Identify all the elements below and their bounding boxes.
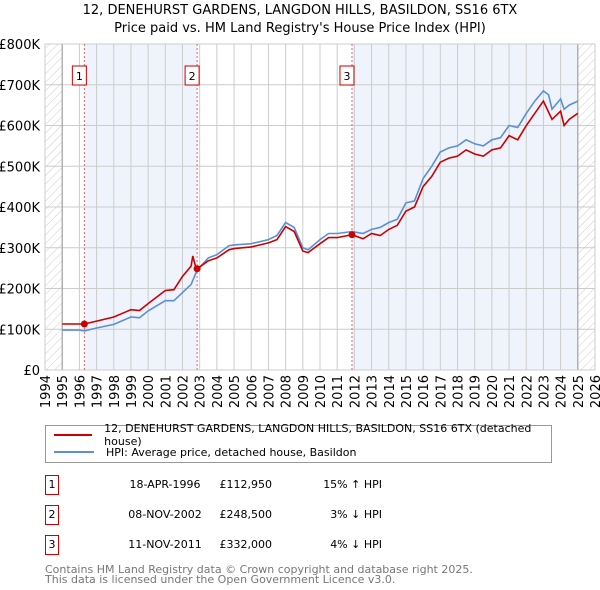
- price-chart: 1 2 3 £0 £100K £200K £300K £400K £500K £600K £700K…: [0, 38, 600, 408]
- y-tick-label: £700K: [0, 79, 40, 94]
- x-tick-label: 1998: [108, 375, 123, 408]
- x-tick-label: 2000: [142, 375, 157, 408]
- x-tick-label: 2025: [572, 375, 587, 408]
- y-tick-label: £600K: [0, 120, 40, 135]
- y-tick-label: £800K: [0, 38, 40, 53]
- x-tick-label: 2003: [194, 375, 209, 408]
- hpi-line: [62, 89, 579, 332]
- x-tick-label: 2010: [314, 375, 329, 408]
- footer-copyright: Contains HM Land Registry data © Crown c…: [45, 563, 473, 576]
- transaction-date: 08-NOV-2002: [128, 508, 202, 521]
- transaction-hpi-diff: 15% ↑ HPI: [323, 478, 382, 491]
- transaction-hpi-diff: 3% ↓ HPI: [330, 508, 382, 521]
- transaction-row: 2 08-NOV-2002 £248,500 3% ↓ HPI: [45, 505, 445, 525]
- legend-item-hpi: HPI: Average price, detached house, Basi…: [54, 444, 356, 460]
- y-tick-label: £400K: [0, 201, 40, 216]
- transaction-row: 3 11-NOV-2011 £332,000 4% ↓ HPI: [45, 535, 445, 555]
- transaction-marker: 3: [45, 535, 59, 555]
- x-tick-label: 1994: [39, 375, 54, 408]
- x-tick-label: 1997: [91, 375, 106, 408]
- sale-label-box: [184, 65, 200, 86]
- x-tick-label: 2004: [211, 375, 226, 408]
- y-tick-label: £100K: [0, 323, 40, 338]
- plot-border: [44, 43, 596, 371]
- property-price-line: [62, 99, 579, 325]
- x-tick-label: 2008: [280, 375, 295, 408]
- transaction-row: 1 18-APR-1996 £112,950 15% ↑ HPI: [45, 475, 445, 495]
- y-tick-label: £0: [23, 364, 40, 379]
- x-tick-label: 2016: [417, 375, 432, 408]
- sale-point: [348, 231, 356, 239]
- transaction-marker: 1: [45, 475, 59, 495]
- property-line-swatch: [54, 434, 93, 436]
- sale-point: [80, 320, 88, 328]
- x-tick-label: 2017: [434, 375, 449, 408]
- x-tick-label: 2001: [159, 375, 174, 408]
- x-tick-label: 2011: [331, 375, 346, 408]
- x-tick-label: 1995: [56, 375, 71, 408]
- transaction-price: £112,950: [219, 478, 273, 491]
- x-tick-label: 2021: [503, 375, 518, 408]
- transaction-date: 18-APR-1996: [129, 478, 201, 491]
- legend-item-property: 12, DENEHURST GARDENS, LANGDON HILLS, BA…: [54, 422, 551, 448]
- x-tick-label: 1999: [125, 375, 140, 408]
- y-tick-label: £200K: [0, 283, 40, 298]
- transaction-marker: 2: [45, 505, 59, 525]
- x-tick-label: 2014: [383, 375, 398, 408]
- sale-label-box: [71, 65, 87, 86]
- footer-licence: This data is licensed under the Open Gov…: [45, 573, 396, 586]
- chart-legend: 12, DENEHURST GARDENS, LANGDON HILLS, BA…: [45, 422, 552, 463]
- x-tick-label: 2020: [486, 375, 501, 408]
- x-tick-label: 2015: [400, 375, 415, 408]
- legend-label-hpi: HPI: Average price, detached house, Basi…: [106, 445, 357, 459]
- sale-point: [193, 265, 201, 273]
- transaction-hpi-diff: 4% ↓ HPI: [330, 538, 382, 551]
- hpi-line-swatch: [54, 451, 94, 453]
- x-tick-label: 2024: [555, 375, 570, 408]
- x-tick-label: 1996: [73, 375, 88, 408]
- x-tick-label: 2007: [262, 375, 277, 408]
- transaction-date: 11-NOV-2011: [128, 538, 202, 551]
- chart-subtitle: Price paid vs. HM Land Registry's House …: [114, 21, 486, 36]
- x-tick-label: 2012: [348, 375, 363, 408]
- x-tick-label: 2026: [589, 375, 600, 408]
- x-tick-label: 2023: [537, 375, 552, 408]
- sale-label: 1: [76, 70, 83, 83]
- x-tick-label: 2005: [228, 375, 243, 408]
- x-tick-label: 2006: [245, 375, 260, 408]
- x-tick-label: 2013: [366, 375, 381, 408]
- transaction-price: £248,500: [219, 508, 273, 521]
- sale-label-box: [339, 65, 355, 86]
- y-tick-label: £500K: [0, 160, 40, 175]
- sale-label: 2: [189, 70, 196, 83]
- transaction-price: £332,000: [219, 538, 273, 551]
- x-tick-label: 2002: [177, 375, 192, 408]
- x-tick-label: 2019: [469, 375, 484, 408]
- chart-title: 12, DENEHURST GARDENS, LANGDON HILLS, BA…: [82, 3, 518, 18]
- sale-label: 3: [343, 70, 350, 83]
- x-tick-label: 2018: [452, 375, 467, 408]
- x-tick-label: 2009: [297, 375, 312, 408]
- x-tick-label: 2022: [520, 375, 535, 408]
- y-tick-label: £300K: [0, 242, 40, 257]
- legend-label-property: 12, DENEHURST GARDENS, LANGDON HILLS, BA…: [104, 422, 532, 448]
